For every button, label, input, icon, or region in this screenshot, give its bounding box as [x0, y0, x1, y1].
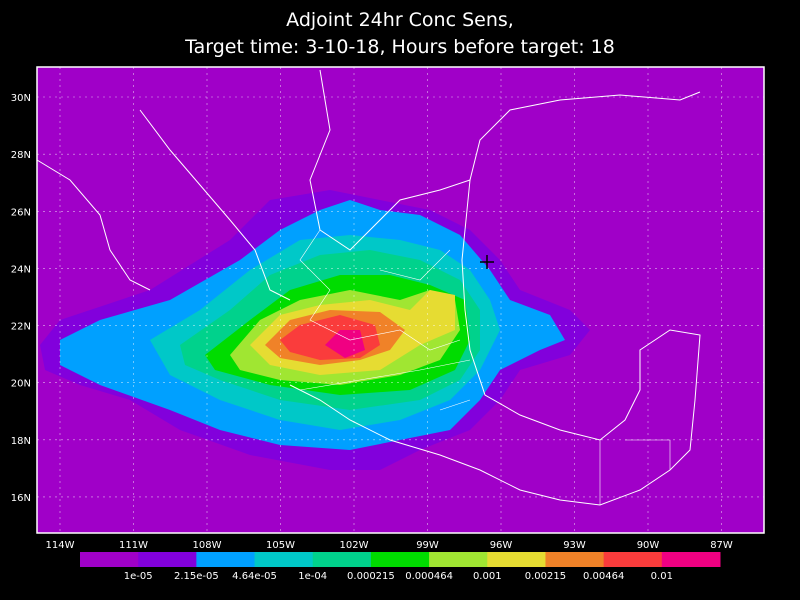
lon-label: 114W [46, 540, 75, 551]
lat-label: 26N [11, 207, 31, 218]
colorbar-label: 0.01 [651, 571, 673, 582]
colorbar-segment [661, 552, 721, 567]
colorbar-segment [603, 552, 663, 567]
colorbar-label: 0.000464 [405, 571, 453, 582]
plot-frame [36, 66, 765, 534]
colorbar-label: 1e-04 [298, 571, 327, 582]
lon-label: 108W [193, 540, 222, 551]
state-borders [299, 229, 671, 505]
lat-label: 18N [11, 436, 31, 447]
lon-label: 90W [637, 540, 660, 551]
colorbar-label: 4.64e-05 [232, 571, 277, 582]
target-marker [480, 255, 494, 269]
colorbar-segment [545, 552, 605, 567]
colorbar-label: 0.000215 [347, 571, 395, 582]
lat-label: 22N [11, 322, 31, 333]
lon-label: 87W [710, 540, 733, 551]
coastlines [36, 69, 701, 506]
lat-label: 30N [11, 93, 31, 104]
lon-label: 111W [119, 540, 148, 551]
lon-label: 93W [563, 540, 586, 551]
colorbar-segment [370, 552, 430, 567]
lon-label: 105W [266, 540, 295, 551]
colorbar-label: 2.15e-05 [174, 571, 219, 582]
colorbar-segment [80, 552, 139, 567]
lon-label: 96W [490, 540, 513, 551]
colorbar-segment [487, 552, 546, 567]
lon-label: 102W [340, 540, 369, 551]
colorbar-label: 0.001 [473, 571, 502, 582]
lon-label: 99W [416, 540, 439, 551]
lat-label: 28N [11, 150, 31, 161]
coastline [36, 69, 701, 506]
lat-label: 24N [11, 264, 31, 275]
colorbar-segment [429, 552, 488, 567]
colorbar-label: 0.00215 [525, 571, 566, 582]
contour-level [325, 330, 365, 358]
colorbar-label: 1e-05 [124, 571, 153, 582]
colorbar-label: 0.00464 [583, 571, 624, 582]
title-line: Target time: 3-10-18, Hours before targe… [184, 36, 615, 58]
colorbar-segment [196, 552, 256, 567]
colorbar-segment [138, 552, 197, 567]
lat-label: 16N [11, 493, 31, 504]
title-line: Adjoint 24hr Conc Sens, [286, 9, 514, 31]
lat-label: 20N [11, 379, 31, 390]
plot-area [37, 67, 764, 533]
colorbar-segment [312, 552, 372, 567]
colorbar-segment [254, 552, 314, 567]
